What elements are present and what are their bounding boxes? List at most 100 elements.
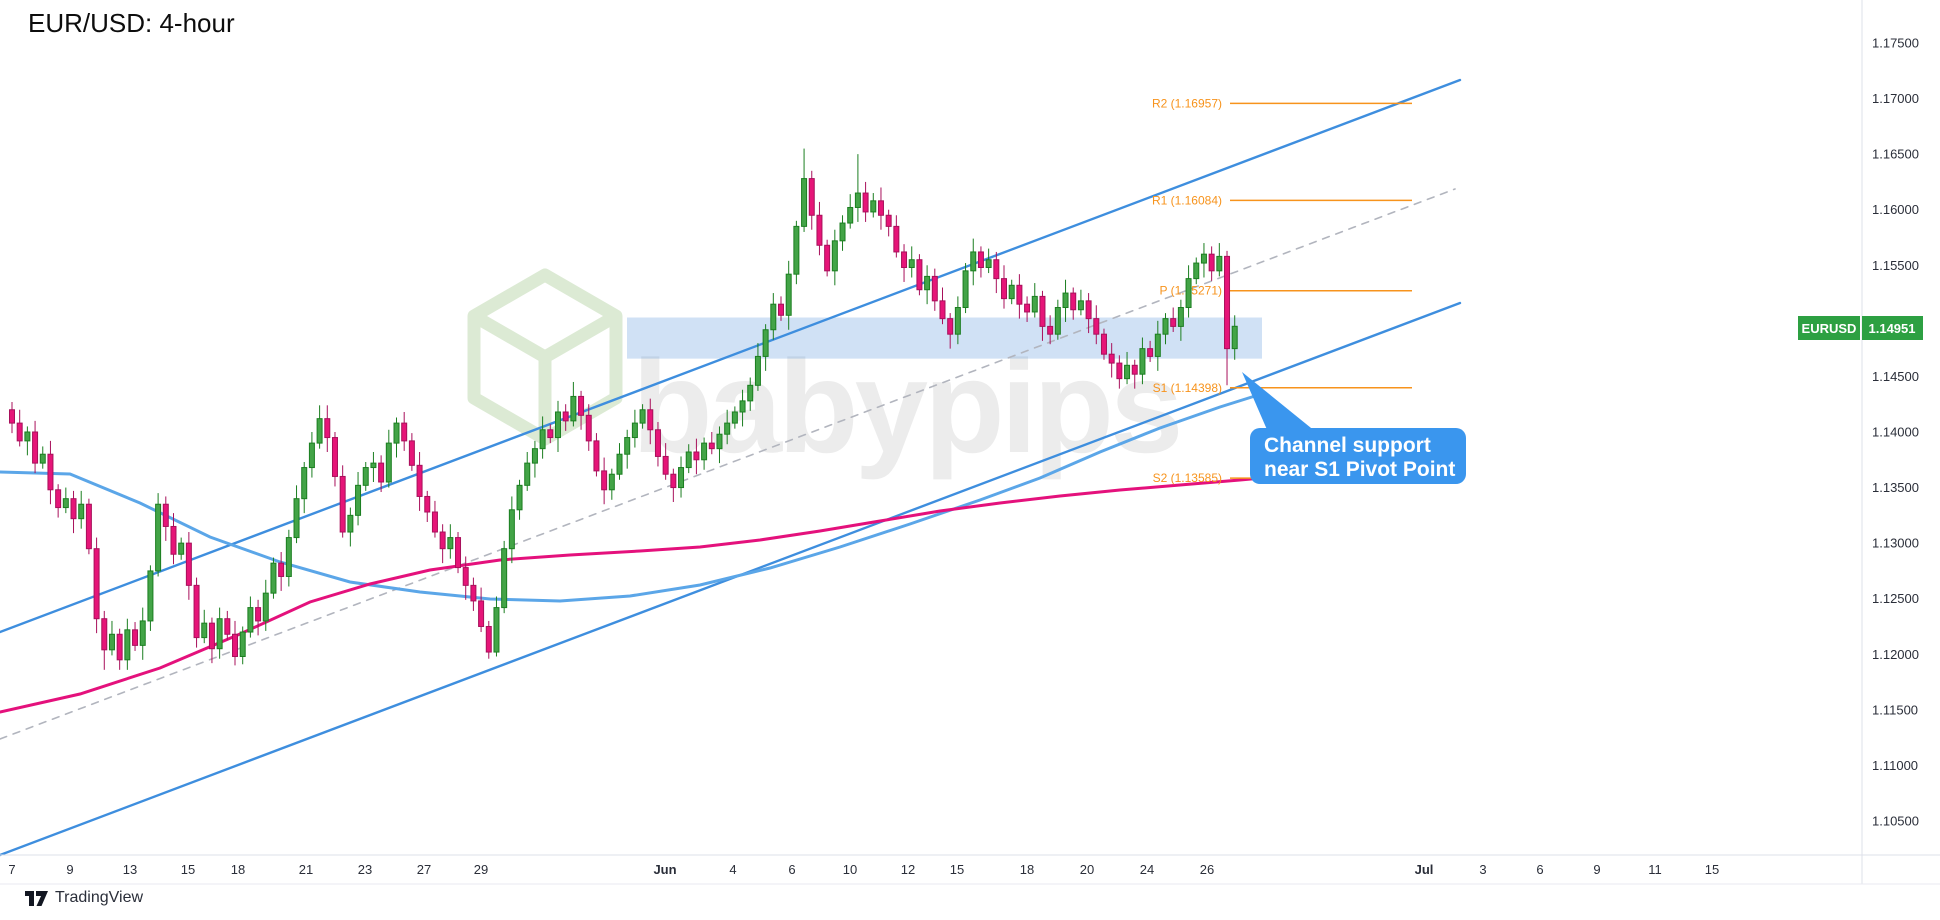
time-tick-label: 15 — [950, 862, 964, 877]
time-tick-label: 18 — [231, 862, 245, 877]
time-tick-label: 11 — [1648, 862, 1662, 877]
candle-body — [178, 542, 185, 555]
candle-body — [847, 206, 854, 224]
time-tick-label: 29 — [474, 862, 488, 877]
candle-body — [1116, 362, 1123, 380]
candle-body — [739, 400, 746, 413]
candle-body — [1208, 253, 1215, 272]
price-tick-label: 1.17000 — [1872, 91, 1919, 106]
candle-body — [539, 429, 546, 450]
candle-body — [47, 453, 54, 491]
candle-body — [424, 495, 431, 513]
candle-body — [631, 422, 638, 439]
candle-body — [1024, 303, 1031, 313]
candle-body — [701, 442, 708, 461]
pivot-label-R1: R1 (1.16084) — [1152, 193, 1222, 207]
candlestick-series — [9, 148, 1238, 670]
candle-body — [877, 200, 884, 216]
candle-body — [55, 489, 62, 509]
callout-annotation[interactable]: Channel support near S1 Pivot Point — [1242, 372, 1466, 484]
page-title: EUR/USD: 4-hour — [28, 8, 235, 38]
candle-body — [854, 192, 861, 208]
tradingview-attribution[interactable]: TradingView — [25, 889, 143, 907]
candle-body — [455, 537, 462, 569]
candle-body — [431, 511, 438, 533]
candle-body — [824, 244, 831, 272]
candle-body — [216, 618, 223, 650]
pivot-label-S2: S2 (1.13585) — [1153, 471, 1222, 485]
candle-body — [155, 503, 162, 572]
price-axis[interactable]: 1.17500 1.17000 1.16500 1.16000 1.15500 1.145… — [1872, 36, 1919, 829]
candle-body — [232, 633, 239, 657]
candle-body — [247, 607, 254, 633]
candle-body — [193, 584, 200, 639]
candle-body — [639, 409, 646, 424]
price-tick-label: 1.10500 — [1872, 813, 1919, 828]
candle-body — [524, 462, 531, 486]
candle-body — [262, 592, 269, 622]
candle-body — [708, 442, 715, 450]
candle-body — [385, 442, 392, 483]
tradingview-icon — [25, 890, 48, 906]
candle-body — [301, 467, 308, 500]
candle-body — [778, 303, 784, 316]
candle-body — [208, 622, 215, 650]
time-tick-label: 3 — [1479, 862, 1486, 877]
candle-body — [547, 429, 554, 439]
candle-body — [16, 422, 23, 442]
candle-body — [270, 562, 277, 594]
candle-body — [870, 200, 877, 213]
candle-body — [124, 629, 131, 661]
candle-body — [954, 307, 961, 335]
candle-body — [185, 542, 192, 586]
candle-body — [1008, 284, 1015, 300]
channel-midline-dashed — [0, 188, 1456, 740]
candle-body — [993, 259, 1000, 280]
candle-body — [462, 567, 469, 586]
candle-body — [947, 318, 954, 335]
candle-body — [501, 548, 508, 609]
candle-body — [685, 451, 692, 469]
candle-body — [893, 225, 900, 253]
candle-body — [747, 384, 754, 402]
time-tick-label: 6 — [788, 862, 795, 877]
time-tick-label: 15 — [1705, 862, 1719, 877]
time-tick-label: 9 — [66, 862, 73, 877]
candle-body — [101, 618, 108, 651]
price-tick-label: 1.15500 — [1872, 258, 1919, 273]
candle-body — [24, 431, 31, 442]
candle-body — [1124, 364, 1131, 380]
candle-body — [470, 584, 477, 602]
price-tick-label: 1.16500 — [1872, 147, 1919, 162]
candle-body — [62, 498, 69, 509]
price-tick-label: 1.11000 — [1872, 758, 1918, 773]
candle-body — [916, 259, 923, 291]
candle-body — [147, 570, 154, 622]
candle-body — [924, 275, 931, 291]
price-tick-label: 1.14000 — [1872, 424, 1919, 439]
price-tick-label: 1.13500 — [1872, 480, 1919, 495]
candle-body — [1139, 348, 1146, 375]
badge-symbol: EURUSD — [1802, 321, 1857, 336]
candle-body — [308, 442, 315, 469]
symbol-badge-bg — [1798, 316, 1860, 340]
candle-body — [678, 467, 685, 489]
candle-body — [416, 464, 423, 497]
time-tick-label: 7 — [8, 862, 15, 877]
candle-body — [508, 509, 515, 550]
candle-body — [885, 214, 892, 227]
axes: 1.17500 1.17000 1.16500 1.16000 1.15500 1.145… — [0, 0, 1940, 885]
candle-body — [647, 409, 654, 431]
tradingview-label: TradingView — [55, 889, 144, 906]
candle-body — [1147, 348, 1154, 357]
candle-body — [1185, 278, 1192, 309]
time-axis[interactable]: 7 9 13 15 18 21 23 27 29 Jun 4 6 10 12 15 18 20 24 26 Jul 3 6… — [8, 862, 1719, 877]
moving-average-magenta — [0, 476, 1264, 714]
candle-body — [339, 475, 346, 533]
candle-body — [201, 622, 208, 639]
candle-body — [1100, 333, 1107, 355]
moving-average-blue — [0, 394, 1257, 603]
candle-body — [378, 462, 385, 483]
